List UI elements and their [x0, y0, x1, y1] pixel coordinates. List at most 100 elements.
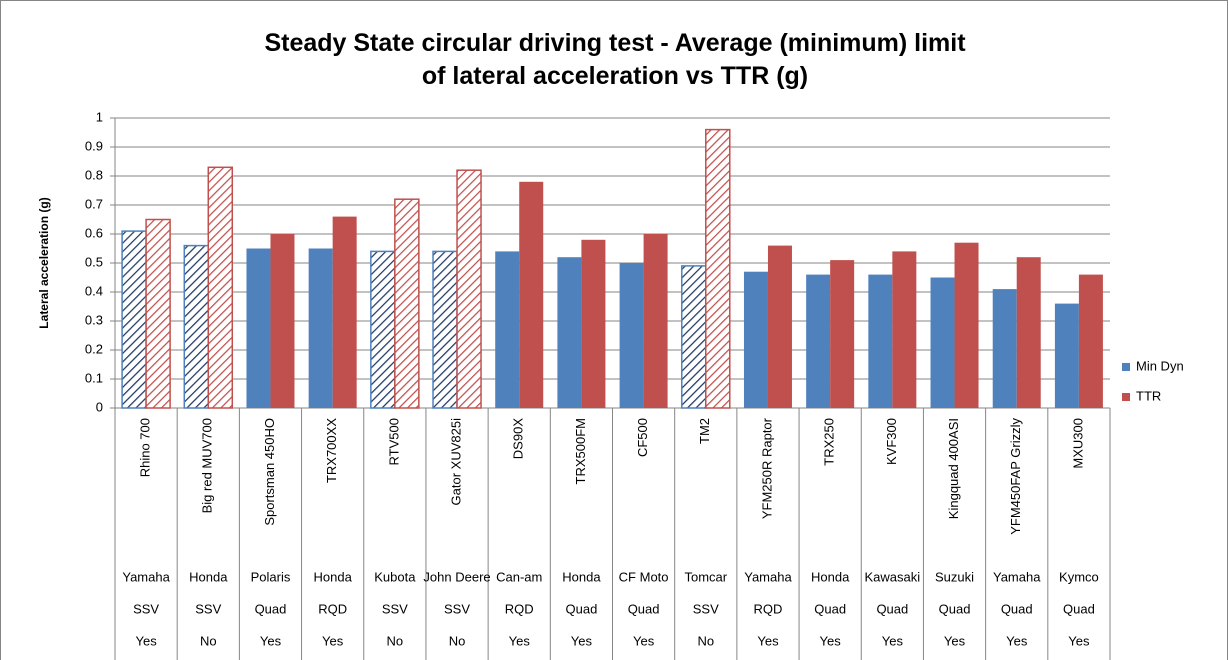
x-group-label: Tomcar [684, 569, 727, 584]
bar [308, 248, 333, 408]
bar [207, 166, 234, 409]
x-group-label: Kymco [1059, 569, 1099, 584]
x-tick-label: Kingquad 400ASI [946, 418, 961, 519]
bar [246, 248, 271, 408]
x-group-label: Yes [633, 633, 655, 648]
x-group-label: Quad [255, 601, 287, 616]
x-group-label: No [449, 633, 466, 648]
y-tick-label: 0.8 [85, 167, 103, 182]
bar [270, 234, 295, 408]
x-group-label: Quad [1001, 601, 1033, 616]
legend-label: Min Dyn [1136, 358, 1184, 373]
x-group-label: Yes [820, 633, 842, 648]
y-tick-label: 0.4 [85, 283, 103, 298]
y-tick-label: 0.9 [85, 138, 103, 153]
x-group-label: Yamaha [993, 569, 1041, 584]
bar [121, 230, 147, 409]
legend-label: TTR [1136, 388, 1161, 403]
y-tick-label: 0.2 [85, 341, 103, 356]
y-tick-label: 0.5 [85, 254, 103, 269]
x-group-label: Yes [260, 633, 282, 648]
x-tick-label: Big red MUV700 [200, 418, 215, 513]
x-group-label: No [200, 633, 217, 648]
bar [557, 257, 582, 408]
x-tick-label: YFM250R Raptor [759, 417, 774, 519]
x-group-label: Yamaha [744, 569, 792, 584]
x-group-label: Quad [566, 601, 598, 616]
x-group-label: Yes [944, 633, 966, 648]
x-group-label: Quad [628, 601, 660, 616]
bar [1078, 274, 1103, 408]
bar [370, 250, 396, 409]
bar [806, 274, 831, 408]
legend-swatch [1122, 393, 1130, 401]
bar [930, 277, 955, 408]
y-tick-label: 0.3 [85, 312, 103, 327]
x-group-label: RQD [754, 601, 783, 616]
x-group-label: John Deere [423, 569, 490, 584]
bar [432, 250, 458, 409]
x-group-label: Honda [314, 569, 353, 584]
bar [1016, 257, 1041, 408]
x-tick-label: DS90X [511, 418, 526, 460]
bar [183, 244, 210, 409]
x-group-label: Can-am [496, 569, 542, 584]
x-group-label: No [697, 633, 714, 648]
bar [394, 198, 420, 409]
bar [767, 245, 792, 408]
x-tick-label: RTV500 [386, 418, 401, 465]
x-tick-label: Sportsman 450HO [262, 418, 277, 526]
x-group-label: Polaris [251, 569, 291, 584]
bar [619, 263, 644, 408]
bar [992, 289, 1017, 408]
bar [892, 251, 917, 408]
x-group-label: Yes [135, 633, 157, 648]
x-group-label: Yes [1006, 633, 1028, 648]
x-group-label: Honda [562, 569, 601, 584]
x-tick-label: TM2 [697, 418, 712, 444]
x-group-label: Quad [1063, 601, 1095, 616]
x-group-label: SSV [195, 601, 221, 616]
x-group-label: Yes [509, 633, 531, 648]
x-group-label: Yes [1068, 633, 1090, 648]
x-group-label: CF Moto [619, 569, 669, 584]
bar [705, 128, 731, 409]
x-group-label: SSV [133, 601, 159, 616]
bar [332, 216, 357, 408]
x-group-label: Honda [189, 569, 228, 584]
y-tick-label: 0.7 [85, 196, 103, 211]
bar [145, 218, 171, 409]
x-group-label: Yes [322, 633, 344, 648]
x-group-label: Quad [814, 601, 846, 616]
x-tick-label: MXU300 [1070, 418, 1085, 469]
x-tick-label: KVF300 [884, 418, 899, 465]
x-tick-label: Gator XUV825i [448, 418, 463, 506]
bar [743, 271, 768, 408]
x-tick-label: TRX700XX [324, 418, 339, 483]
x-group-label: RQD [505, 601, 534, 616]
x-tick-label: TRX500FM [573, 418, 588, 484]
bar [495, 251, 520, 408]
bar [643, 234, 668, 408]
x-tick-label: YFM450FAP Grizzly [1008, 418, 1023, 535]
y-tick-label: 0.1 [85, 370, 103, 385]
x-group-label: Kawasaki [865, 569, 921, 584]
x-group-label: Honda [811, 569, 850, 584]
bar [1054, 303, 1079, 408]
y-tick-label: 1 [96, 109, 103, 124]
bar [519, 181, 544, 408]
x-group-label: Quad [876, 601, 908, 616]
x-group-label: Quad [939, 601, 971, 616]
y-tick-label: 0.6 [85, 225, 103, 240]
bar [456, 169, 482, 409]
bar [581, 239, 606, 408]
bar [830, 260, 855, 408]
x-group-label: Yes [571, 633, 593, 648]
y-tick-label: 0 [96, 399, 103, 414]
x-group-label: Suzuki [935, 569, 974, 584]
x-tick-label: CF500 [635, 418, 650, 457]
y-axis-label: Lateral acceleration (g) [37, 197, 51, 328]
bar [954, 242, 979, 408]
